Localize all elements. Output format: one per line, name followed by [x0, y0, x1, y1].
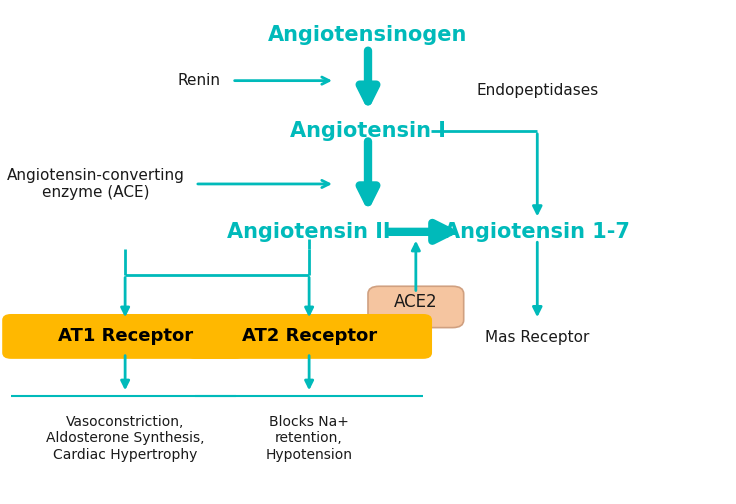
Text: Angiotensin I: Angiotensin I	[290, 121, 446, 141]
Text: Angiotensin-converting
enzyme (ACE): Angiotensin-converting enzyme (ACE)	[7, 168, 185, 200]
Text: Blocks Na+
retention,
Hypotension: Blocks Na+ retention, Hypotension	[266, 415, 353, 462]
FancyBboxPatch shape	[368, 286, 464, 328]
FancyBboxPatch shape	[2, 314, 244, 359]
FancyBboxPatch shape	[186, 314, 432, 359]
Text: AT2 Receptor: AT2 Receptor	[241, 328, 377, 345]
Text: AT1 Receptor: AT1 Receptor	[57, 328, 193, 345]
Text: ACE2: ACE2	[394, 293, 438, 311]
Text: Mas Receptor: Mas Receptor	[485, 330, 590, 345]
Text: Angiotensin II: Angiotensin II	[227, 222, 391, 242]
Text: Angiotensinogen: Angiotensinogen	[269, 25, 467, 45]
Text: Renin: Renin	[177, 73, 220, 88]
Text: Vasoconstriction,
Aldosterone Synthesis,
Cardiac Hypertrophy: Vasoconstriction, Aldosterone Synthesis,…	[46, 415, 205, 462]
Text: Endopeptidases: Endopeptidases	[476, 83, 598, 98]
Text: Angiotensin 1-7: Angiotensin 1-7	[445, 222, 630, 242]
